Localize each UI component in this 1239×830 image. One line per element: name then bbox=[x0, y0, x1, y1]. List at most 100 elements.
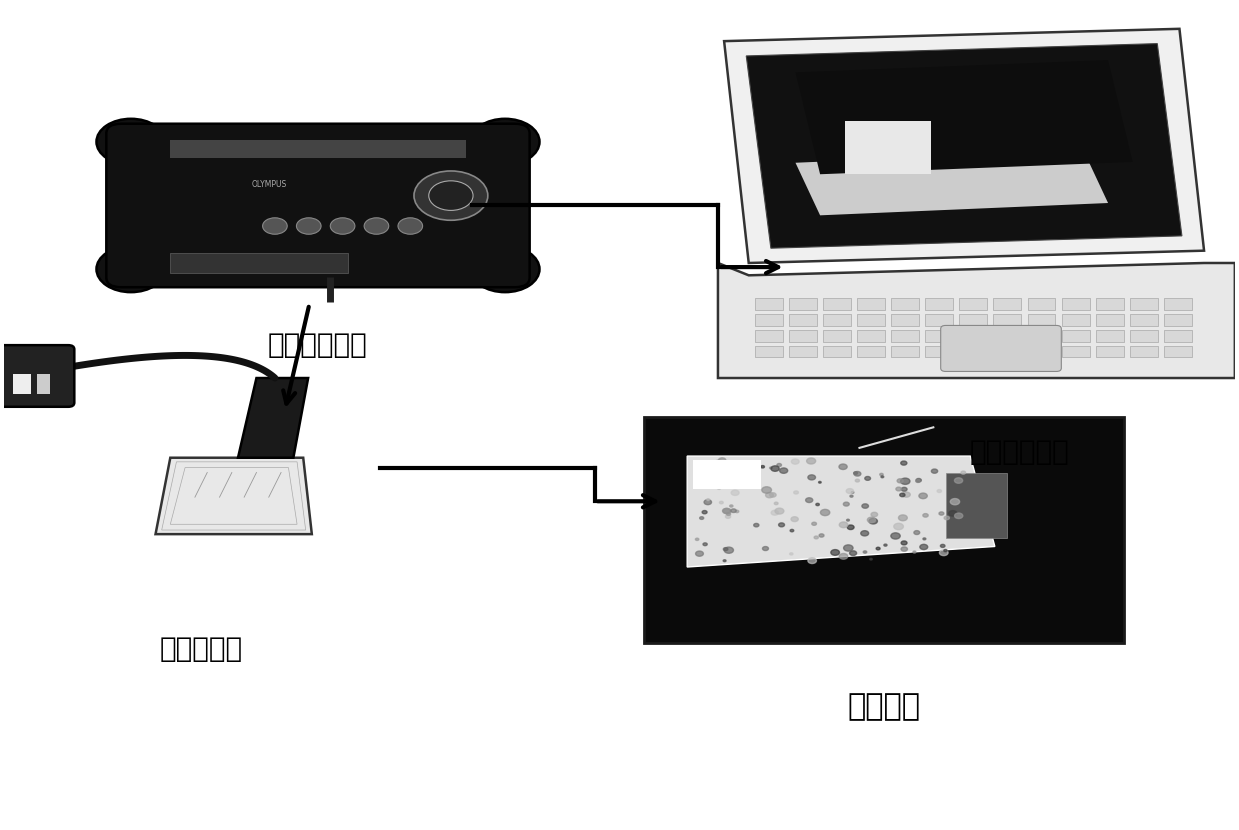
Bar bbox=[1130, 298, 1157, 310]
Circle shape bbox=[812, 522, 817, 525]
Text: 数据采集分析: 数据采集分析 bbox=[970, 438, 1069, 466]
Circle shape bbox=[717, 487, 721, 490]
Circle shape bbox=[414, 171, 488, 220]
Bar bbox=[1062, 314, 1089, 326]
Circle shape bbox=[923, 538, 926, 540]
Circle shape bbox=[725, 476, 729, 479]
Circle shape bbox=[913, 551, 916, 553]
Circle shape bbox=[97, 247, 165, 292]
Bar bbox=[857, 330, 885, 342]
Circle shape bbox=[726, 461, 735, 467]
Polygon shape bbox=[688, 456, 995, 567]
Bar bbox=[959, 314, 987, 326]
Circle shape bbox=[932, 469, 938, 473]
Bar bbox=[857, 298, 885, 310]
Circle shape bbox=[263, 217, 287, 234]
Circle shape bbox=[97, 119, 165, 165]
Circle shape bbox=[961, 471, 965, 474]
Bar bbox=[891, 314, 919, 326]
Circle shape bbox=[893, 523, 903, 530]
Circle shape bbox=[731, 490, 740, 496]
Bar bbox=[823, 314, 851, 326]
Bar bbox=[789, 298, 817, 310]
Circle shape bbox=[769, 467, 772, 469]
Polygon shape bbox=[845, 121, 930, 174]
Circle shape bbox=[777, 463, 782, 466]
Bar bbox=[1163, 298, 1192, 310]
Circle shape bbox=[902, 492, 911, 497]
Circle shape bbox=[726, 513, 731, 515]
Text: 探头＋楔块: 探头＋楔块 bbox=[160, 635, 243, 663]
Polygon shape bbox=[717, 263, 1235, 378]
Bar bbox=[644, 417, 1124, 643]
Circle shape bbox=[722, 473, 729, 478]
Bar bbox=[959, 330, 987, 342]
Circle shape bbox=[831, 549, 840, 555]
Bar bbox=[926, 330, 953, 342]
Circle shape bbox=[940, 544, 945, 548]
Circle shape bbox=[944, 549, 947, 552]
Bar bbox=[1130, 314, 1157, 326]
Circle shape bbox=[695, 551, 704, 556]
Polygon shape bbox=[156, 457, 312, 535]
Circle shape bbox=[695, 538, 699, 540]
Circle shape bbox=[949, 510, 957, 516]
Circle shape bbox=[898, 515, 907, 520]
Circle shape bbox=[851, 491, 854, 493]
Circle shape bbox=[815, 503, 819, 505]
Circle shape bbox=[819, 481, 821, 483]
Bar bbox=[1095, 330, 1124, 342]
Circle shape bbox=[819, 534, 824, 537]
Circle shape bbox=[774, 508, 784, 514]
Circle shape bbox=[790, 517, 798, 521]
Polygon shape bbox=[746, 44, 1182, 248]
Circle shape bbox=[731, 509, 736, 512]
Bar bbox=[994, 330, 1021, 342]
Bar bbox=[789, 345, 817, 358]
Circle shape bbox=[808, 475, 815, 480]
Circle shape bbox=[720, 501, 724, 504]
Bar bbox=[857, 314, 885, 326]
Bar bbox=[1027, 330, 1056, 342]
Circle shape bbox=[808, 558, 817, 564]
Circle shape bbox=[794, 491, 798, 494]
Bar bbox=[755, 314, 783, 326]
Bar bbox=[857, 345, 885, 358]
Circle shape bbox=[724, 547, 733, 554]
Bar bbox=[1095, 298, 1124, 310]
Circle shape bbox=[789, 553, 793, 555]
Bar bbox=[1163, 314, 1192, 326]
Circle shape bbox=[471, 119, 539, 165]
Circle shape bbox=[731, 476, 735, 480]
Circle shape bbox=[896, 487, 902, 491]
Bar bbox=[823, 345, 851, 358]
Polygon shape bbox=[694, 460, 761, 489]
Circle shape bbox=[753, 524, 760, 527]
Polygon shape bbox=[795, 150, 1108, 215]
Circle shape bbox=[715, 460, 722, 466]
Circle shape bbox=[792, 459, 799, 464]
Bar bbox=[926, 314, 953, 326]
Circle shape bbox=[790, 530, 794, 532]
Circle shape bbox=[950, 499, 960, 505]
Circle shape bbox=[779, 468, 788, 473]
Bar bbox=[994, 314, 1021, 326]
Bar bbox=[1095, 345, 1124, 358]
Circle shape bbox=[820, 510, 830, 515]
Circle shape bbox=[876, 547, 880, 549]
Bar bbox=[37, 374, 50, 394]
Bar bbox=[1095, 314, 1124, 326]
Circle shape bbox=[850, 496, 852, 497]
Circle shape bbox=[471, 247, 539, 292]
Circle shape bbox=[398, 217, 422, 234]
Circle shape bbox=[716, 468, 722, 472]
Circle shape bbox=[771, 510, 778, 515]
Bar bbox=[959, 345, 987, 358]
Circle shape bbox=[881, 476, 883, 478]
Circle shape bbox=[901, 547, 907, 551]
Circle shape bbox=[762, 546, 768, 550]
Bar bbox=[823, 330, 851, 342]
Circle shape bbox=[864, 551, 867, 553]
Circle shape bbox=[883, 544, 887, 546]
Circle shape bbox=[850, 551, 856, 555]
